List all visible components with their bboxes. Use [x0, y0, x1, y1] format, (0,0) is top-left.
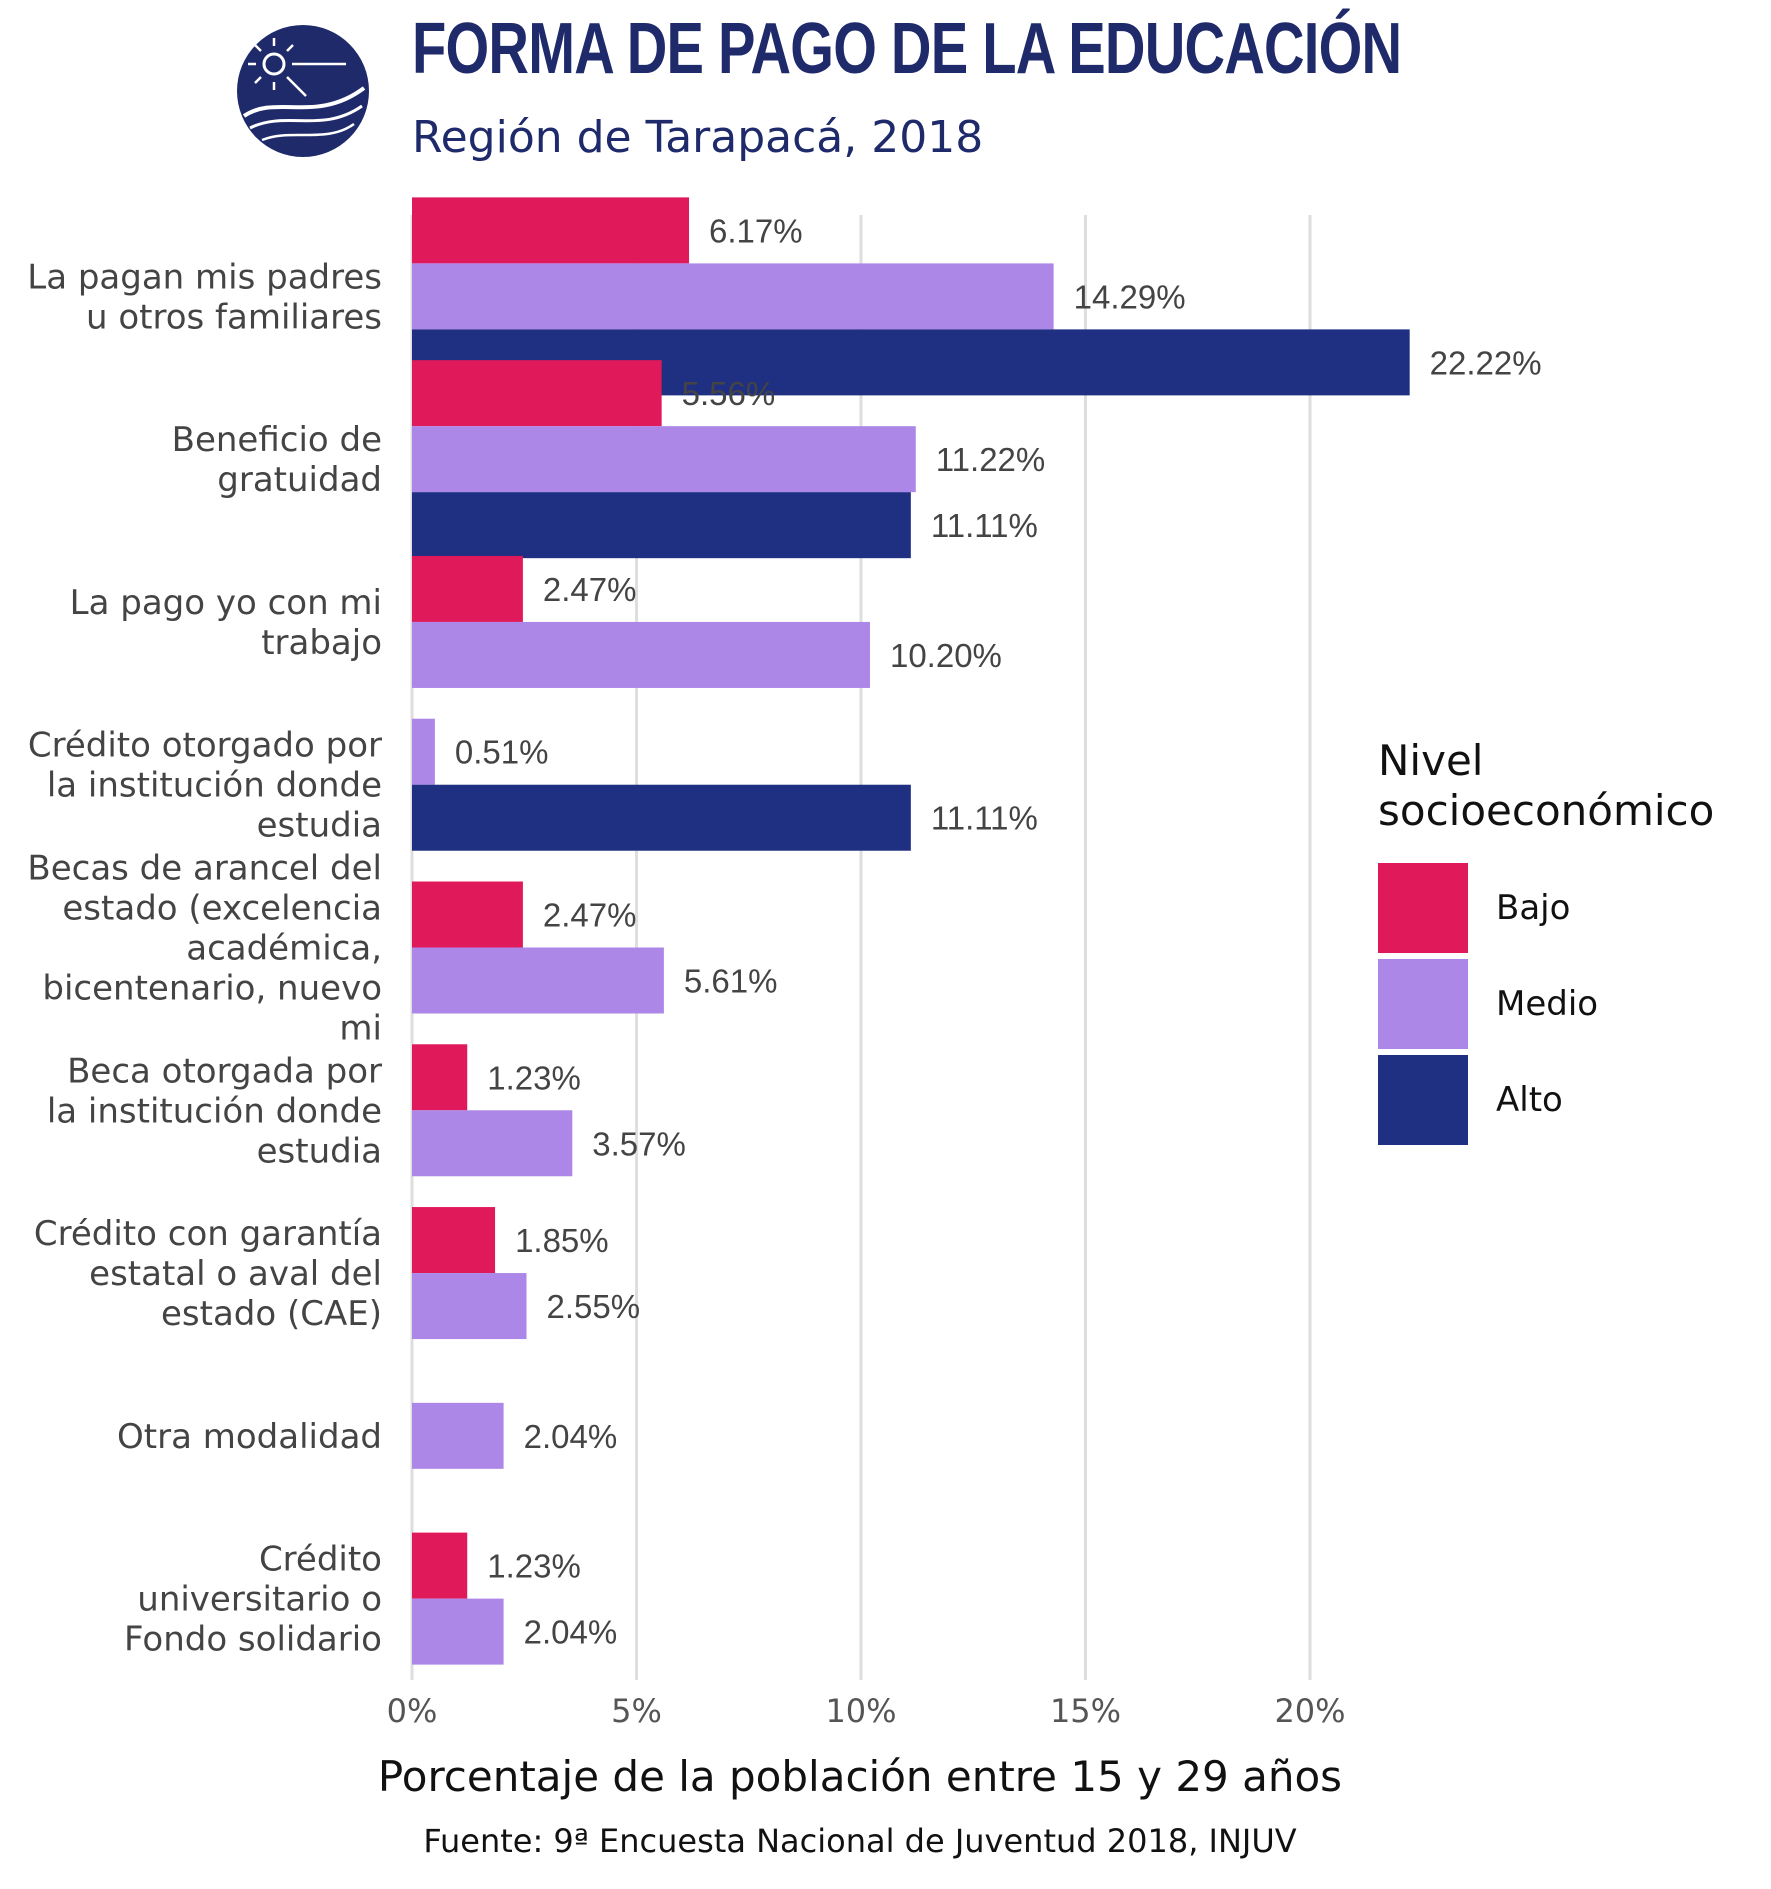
data-label: 2.47% — [543, 897, 637, 934]
category-label: La pago yo con mi trabajo — [70, 583, 382, 663]
data-label: 22.22% — [1430, 344, 1542, 381]
bar-medio — [412, 621, 870, 688]
data-label: 14.29% — [1074, 278, 1186, 315]
legend-swatch-medio — [1378, 959, 1468, 1049]
legend-swatch-alto — [1378, 1055, 1468, 1145]
bar-bajo — [412, 1532, 468, 1599]
category-label: Crédito universitario o Fondo solidario — [124, 1540, 382, 1660]
data-label: 0.51% — [455, 734, 549, 771]
data-label: 11.22% — [936, 441, 1045, 478]
legend-title-line1: Nivel — [1378, 736, 1484, 785]
injuv-logo-icon — [237, 25, 369, 157]
bar-medio — [412, 426, 916, 493]
legend-item-medio: Medio — [1378, 956, 1758, 1052]
data-label: 5.61% — [684, 963, 778, 1000]
legend-swatch-bajo — [1378, 863, 1468, 953]
bar-medio — [412, 1402, 504, 1469]
bar-bajo — [412, 197, 690, 264]
legend-label-alto: Alto — [1496, 1080, 1563, 1120]
category-label: Otra modalidad — [117, 1417, 382, 1457]
data-label: 2.04% — [524, 1418, 618, 1455]
legend-item-bajo: Bajo — [1378, 860, 1758, 956]
bar-bajo — [412, 360, 662, 427]
data-label: 2.55% — [546, 1288, 640, 1325]
category-label: La pagan mis padres u otros familiares — [27, 257, 382, 337]
category-label: Beca otorgada por la institución donde est… — [47, 1051, 382, 1171]
bar-bajo — [412, 881, 523, 948]
bar-medio — [412, 1273, 527, 1340]
data-label: 3.57% — [592, 1125, 686, 1162]
data-label: 6.17% — [709, 212, 803, 249]
category-label: Becas de arancel del estado (excelencia ac… — [27, 849, 382, 1049]
legend-label-bajo: Bajo — [1496, 888, 1571, 928]
data-label: 11.11% — [931, 507, 1038, 544]
data-labels: 6.17% 14.29% 22.22% 5.56% 11.22% 11.11% 2.47% 1… — [455, 212, 1542, 1650]
x-axis-title: Porcentaje de la población entre 15 y 29… — [377, 1752, 1343, 1801]
bar-chart: 6.17% 14.29% 22.22% 5.56% 11.22% 11.11% 2.47% 1… — [27, 197, 1542, 1730]
data-label: 1.85% — [515, 1222, 609, 1259]
data-label: 2.47% — [543, 571, 637, 608]
data-label: 10.20% — [890, 637, 1002, 674]
x-tick-label: 15% — [1050, 1692, 1121, 1730]
category-label: Crédito con garantía estatal o aval del es… — [34, 1214, 382, 1334]
category-labels: La pagan mis padres u otros familiares Ben… — [27, 257, 382, 1659]
x-tick-label: 0% — [387, 1692, 438, 1730]
x-tick-label: 20% — [1274, 1692, 1345, 1730]
bar-medio — [412, 1110, 573, 1177]
data-label: 11.11% — [931, 800, 1038, 837]
bar-medio — [412, 718, 435, 785]
data-label: 1.23% — [487, 1548, 581, 1585]
bar-medio — [412, 1598, 504, 1665]
legend-title: Nivel socioeconómico — [1378, 736, 1758, 836]
legend-label-medio: Medio — [1496, 984, 1599, 1024]
data-label: 5.56% — [682, 375, 776, 412]
x-tick-label: 5% — [611, 1692, 662, 1730]
category-label: Crédito otorgado por la institución donde… — [28, 726, 382, 846]
legend-title-line2: socioeconómico — [1378, 786, 1715, 835]
bar-bajo — [412, 1044, 468, 1111]
x-tick-label: 10% — [825, 1692, 896, 1730]
bar-alto — [412, 784, 911, 851]
bar-bajo — [412, 555, 523, 622]
chart-subtitle: Región de Tarapacá, 2018 — [412, 112, 984, 163]
category-label: Beneficio de gratuidad — [172, 420, 382, 500]
bar-medio — [412, 947, 664, 1014]
bar-bajo — [412, 1207, 496, 1274]
chart-title: FORMA DE PAGO DE LA EDUCACIÓN — [412, 9, 1402, 89]
data-label: 1.23% — [487, 1059, 581, 1096]
x-tick-labels: 0% 5% 10% 15% 20% — [387, 1692, 1346, 1730]
source-note: Fuente: 9ª Encuesta Nacional de Juventud… — [423, 1822, 1297, 1860]
bars — [412, 197, 1410, 1665]
bar-medio — [412, 263, 1054, 330]
data-label: 2.04% — [524, 1614, 618, 1651]
legend: Nivel socioeconómico Bajo Medio Alto — [1378, 736, 1758, 1148]
legend-item-alto: Alto — [1378, 1052, 1758, 1148]
bar-alto — [412, 492, 911, 559]
